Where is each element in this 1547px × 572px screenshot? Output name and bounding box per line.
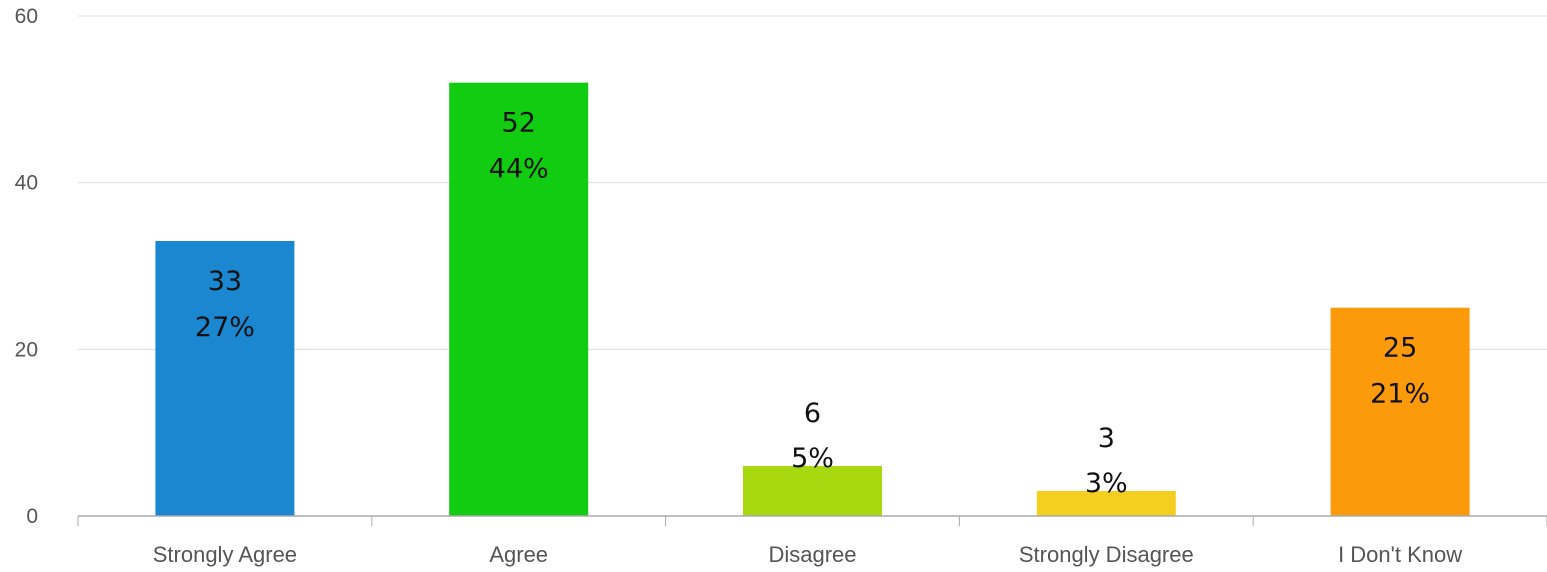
x-tick-label: Strongly Disagree xyxy=(1019,542,1194,567)
x-tick-label: Strongly Agree xyxy=(153,542,297,567)
data-label-value: 52 xyxy=(502,108,536,139)
data-label-percent: 27% xyxy=(195,312,255,343)
data-label-percent: 44% xyxy=(489,154,549,185)
bar xyxy=(743,466,882,516)
bars xyxy=(155,82,1470,517)
x-tick-label: I Don't Know xyxy=(1338,542,1462,567)
data-label-percent: 5% xyxy=(791,443,834,474)
x-tick-label: Disagree xyxy=(768,542,856,567)
gridlines xyxy=(78,15,1547,350)
data-label-value: 6 xyxy=(804,398,821,429)
y-tick-label: 0 xyxy=(26,505,38,528)
x-tick-label: Agree xyxy=(489,542,548,567)
data-label-percent: 21% xyxy=(1370,379,1430,410)
x-axis xyxy=(77,515,1547,526)
y-tick-label: 20 xyxy=(15,338,38,361)
y-axis-ticks: 0 20 40 60 xyxy=(15,5,38,528)
bar xyxy=(1036,491,1176,516)
bar xyxy=(1330,307,1470,516)
x-axis-ticks: Strongly Agree Agree Disagree Strongly Disa… xyxy=(153,542,1462,567)
data-label-value: 33 xyxy=(208,266,242,297)
y-tick-label: 60 xyxy=(15,5,38,28)
bar xyxy=(449,82,589,517)
bar xyxy=(155,241,295,516)
y-tick-label: 40 xyxy=(15,172,38,195)
data-label-percent: 3% xyxy=(1085,468,1128,499)
data-labels: 33 27% 52 44% 6 5% 3 3% 25 21% xyxy=(195,108,1430,499)
data-label-value: 25 xyxy=(1383,333,1417,364)
data-label-value: 3 xyxy=(1098,423,1115,454)
